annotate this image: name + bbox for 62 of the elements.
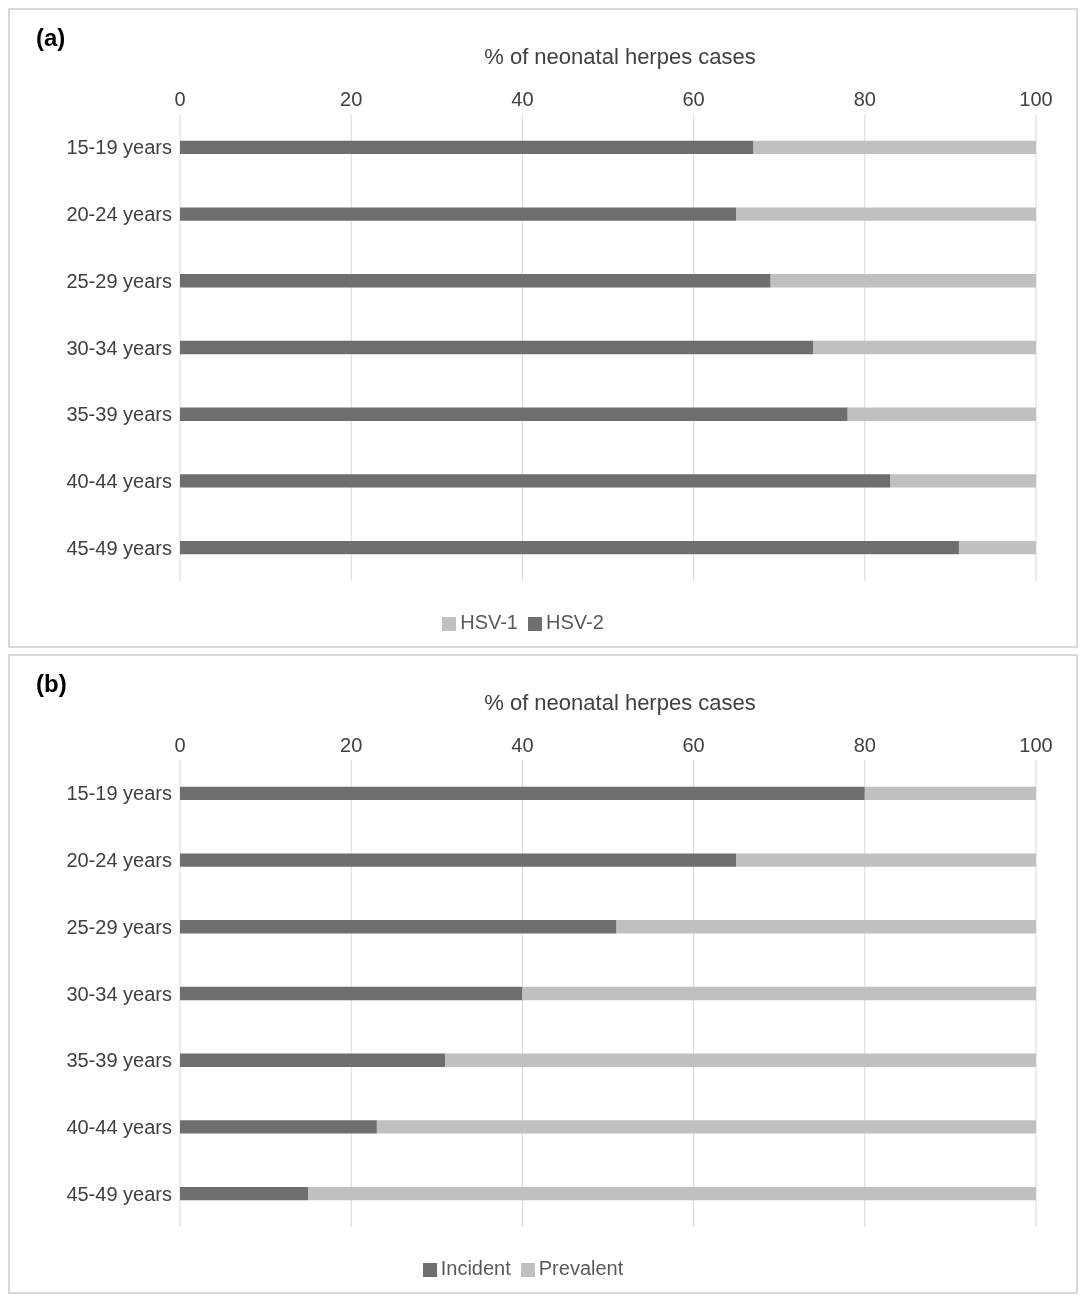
bar — [180, 207, 737, 221]
bar — [180, 920, 617, 934]
chart-title: (a) — [36, 24, 66, 52]
chart-title: (b) — [36, 670, 67, 698]
x-tick-label: 40 — [511, 734, 534, 756]
bar — [180, 986, 523, 1001]
bar — [847, 407, 1036, 421]
y-tick-label: 30-34 years — [66, 336, 172, 359]
bar — [864, 786, 1036, 801]
x-tick-label: 20 — [340, 734, 363, 756]
bar — [180, 1053, 446, 1067]
x-tick-label: 100 — [1019, 88, 1053, 110]
x-tick-label: 40 — [511, 88, 534, 110]
bar — [180, 474, 891, 488]
y-tick-label: 45-49 years — [66, 1182, 172, 1205]
y-tick-label: 45-49 years — [66, 536, 172, 559]
y-tick-label: 30-34 years — [66, 982, 172, 1005]
bar — [736, 207, 1036, 221]
y-tick-label: 25-29 years — [66, 915, 172, 938]
x-axis-title: % of neonatal herpes cases — [483, 44, 757, 70]
legend-label: HSV-1 — [460, 611, 518, 633]
x-axis-title: % of neonatal herpes cases — [483, 690, 757, 716]
y-tick-label: 15-19 years — [66, 782, 172, 805]
bar — [180, 853, 737, 867]
bar — [753, 140, 1036, 155]
bar — [180, 786, 865, 801]
x-tick-label: 60 — [682, 734, 705, 756]
bar — [308, 1186, 1036, 1201]
legend-label: HSV-2 — [546, 611, 604, 633]
bar — [813, 340, 1036, 355]
bar — [180, 140, 754, 155]
y-tick-label: 25-29 years — [66, 269, 172, 292]
y-tick-label: 20-24 years — [66, 849, 172, 872]
bar — [180, 1186, 309, 1201]
bar — [180, 540, 959, 555]
bar — [616, 920, 1036, 934]
x-tick-label: 20 — [340, 88, 363, 110]
bar — [376, 1120, 1036, 1134]
bar — [445, 1053, 1036, 1067]
y-tick-label: 35-39 years — [66, 403, 172, 426]
y-tick-label: 15-19 years — [66, 136, 172, 159]
legend-label: Incident — [440, 1257, 511, 1279]
bar — [180, 407, 848, 421]
y-tick-label: 20-24 years — [66, 203, 172, 226]
bar — [958, 540, 1036, 555]
y-tick-label: 40-44 years — [66, 470, 172, 493]
y-tick-label: 35-39 years — [66, 1049, 172, 1072]
legend-label: Prevalent — [538, 1257, 624, 1279]
bar — [890, 474, 1036, 488]
bar — [770, 274, 1036, 288]
bar — [180, 340, 814, 355]
x-tick-label: 80 — [853, 734, 876, 756]
bar — [522, 986, 1036, 1001]
bar — [736, 853, 1036, 867]
y-tick-label: 40-44 years — [66, 1116, 172, 1139]
bar — [180, 1120, 377, 1134]
x-tick-label: 100 — [1019, 734, 1053, 756]
x-tick-label: 60 — [682, 88, 705, 110]
x-tick-label: 80 — [853, 88, 876, 110]
bar — [180, 274, 771, 288]
x-tick-label: 0 — [174, 88, 186, 110]
x-tick-label: 0 — [174, 734, 186, 756]
